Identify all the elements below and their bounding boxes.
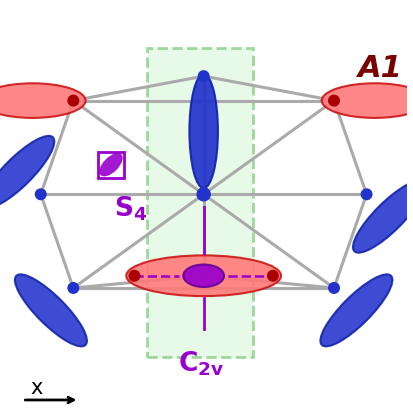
Ellipse shape bbox=[320, 274, 392, 347]
Text: x: x bbox=[31, 378, 43, 398]
Circle shape bbox=[361, 189, 372, 199]
Circle shape bbox=[129, 271, 140, 281]
Ellipse shape bbox=[353, 180, 413, 253]
Ellipse shape bbox=[100, 154, 122, 176]
Circle shape bbox=[68, 95, 78, 106]
Circle shape bbox=[329, 95, 339, 106]
Text: $\mathregular{C_{2v}}$: $\mathregular{C_{2v}}$ bbox=[178, 349, 225, 377]
Ellipse shape bbox=[15, 274, 87, 347]
Circle shape bbox=[329, 282, 339, 293]
Ellipse shape bbox=[0, 83, 85, 118]
Circle shape bbox=[68, 282, 78, 293]
Ellipse shape bbox=[126, 255, 281, 296]
Bar bbox=[98, 152, 124, 178]
Circle shape bbox=[198, 71, 209, 81]
Ellipse shape bbox=[0, 136, 55, 208]
Ellipse shape bbox=[322, 83, 413, 118]
Circle shape bbox=[268, 271, 278, 281]
Ellipse shape bbox=[190, 74, 218, 188]
Circle shape bbox=[197, 188, 210, 201]
Bar bbox=[147, 47, 252, 357]
Ellipse shape bbox=[183, 265, 224, 287]
Circle shape bbox=[36, 189, 46, 199]
Text: $\mathregular{S_4}$: $\mathregular{S_4}$ bbox=[114, 194, 147, 223]
Text: A1: A1 bbox=[358, 54, 404, 83]
